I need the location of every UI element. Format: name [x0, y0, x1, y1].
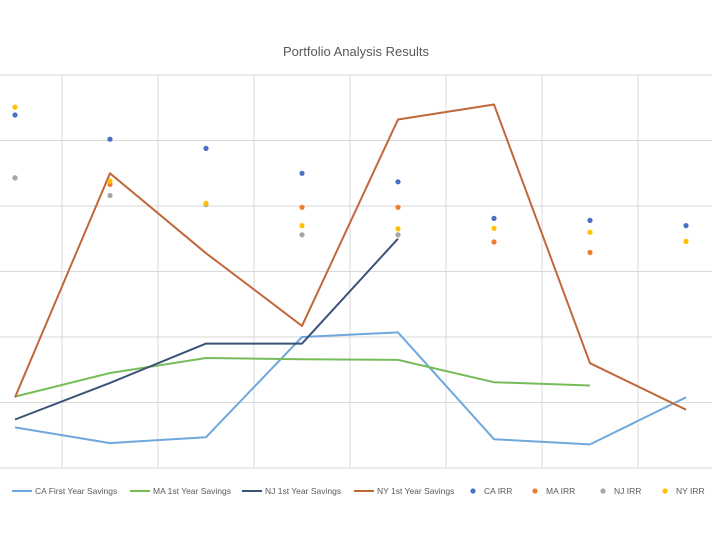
legend-label-4: CA IRR [484, 486, 512, 496]
series-line-3 [14, 103, 687, 411]
legend-label-3: NY 1st Year Savings [377, 486, 454, 496]
legend-label-6: NJ IRR [614, 486, 641, 496]
legend-swatch-6 [600, 488, 606, 494]
series-5-point [491, 239, 497, 245]
series-7-point [299, 223, 305, 229]
series-6-point [107, 192, 113, 199]
series-7-point [107, 178, 113, 184]
series-7-point [587, 229, 593, 235]
series-7-point [203, 200, 209, 206]
series-6-point [395, 232, 401, 238]
grid-layer [0, 74, 712, 469]
series-7-point [683, 238, 689, 244]
legend-label-7: NY IRR [676, 486, 705, 496]
chart-title: Portfolio Analysis Results [283, 44, 429, 59]
line-layer [14, 103, 687, 446]
marker-layer [12, 104, 689, 256]
series-4-point [299, 170, 305, 176]
series-line-1 [14, 357, 591, 398]
series-4-point [12, 112, 18, 118]
legend-label-0: CA First Year Savings [35, 486, 117, 496]
legend-label-2: NJ 1st Year Savings [265, 486, 341, 496]
series-line-2 [14, 238, 399, 421]
series-5-point [587, 249, 593, 256]
series-4-point [395, 179, 401, 185]
series-4-point [683, 223, 689, 229]
series-6-point [299, 232, 305, 238]
series-line-0 [14, 331, 687, 446]
series-7-point [12, 104, 18, 110]
legend-label-1: MA 1st Year Savings [153, 486, 231, 496]
series-4-point [107, 136, 113, 142]
series-6-point [12, 175, 18, 181]
legend-swatch-5 [532, 488, 538, 494]
series-4-point [203, 145, 209, 151]
series-5-point [299, 204, 305, 210]
legend-swatch-7 [662, 488, 668, 494]
legend: CA First Year Savings MA 1st Year Savings… [12, 486, 705, 496]
series-7-point [491, 225, 497, 231]
series-7-point [395, 226, 401, 232]
series-5-point [395, 204, 401, 210]
series-4-point [491, 215, 497, 221]
series-4-point [587, 217, 593, 223]
legend-swatch-4 [470, 488, 476, 494]
legend-label-5: MA IRR [546, 486, 575, 496]
